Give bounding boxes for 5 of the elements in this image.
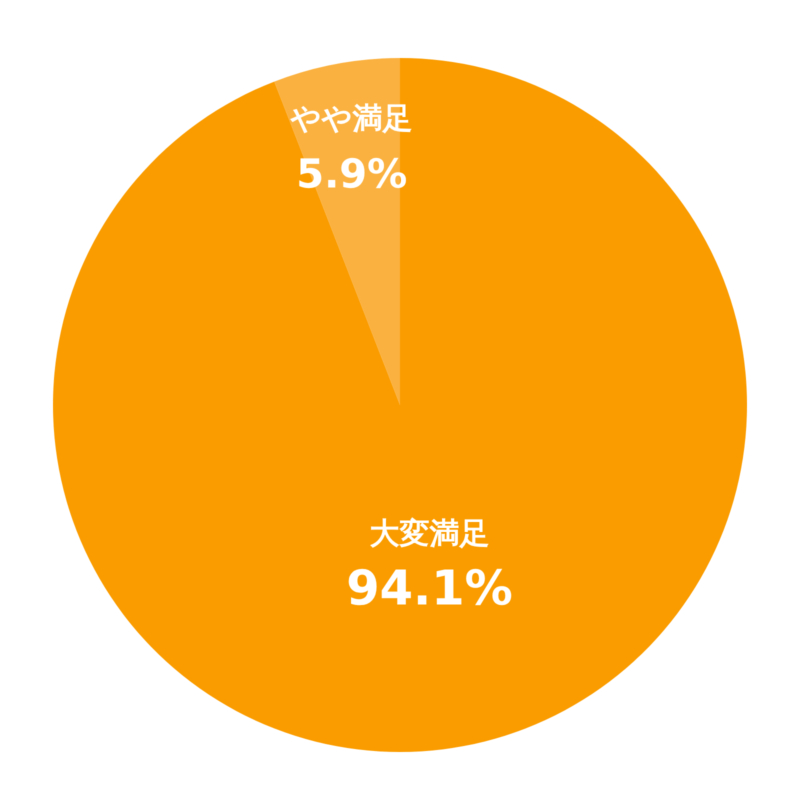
data-label: 94.1% [346, 560, 513, 616]
pie-slice [53, 58, 747, 752]
slice-label: 大変満足 [369, 516, 490, 552]
data-label: 5.9% [296, 151, 408, 198]
slice-label: やや満足 [290, 101, 413, 136]
